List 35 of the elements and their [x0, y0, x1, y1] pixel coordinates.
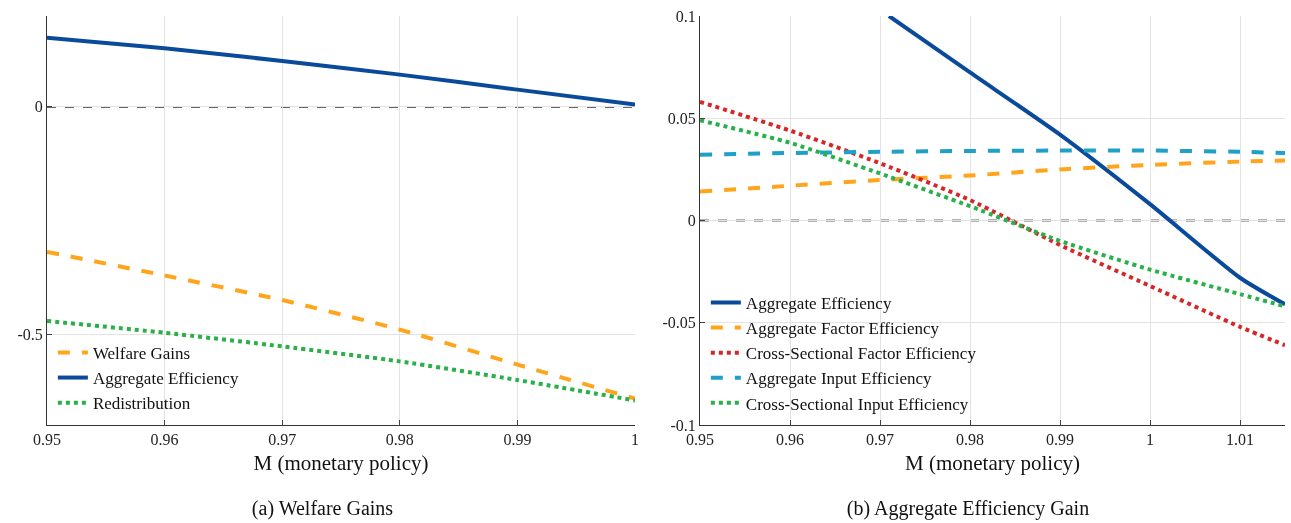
line-series	[700, 158, 1285, 194]
legend-label: Cross-Sectional Input Efficiency	[745, 394, 969, 414]
y-tick-label: -0.05	[662, 314, 696, 332]
x-tick-label: 0.96	[776, 431, 804, 449]
legend-label: Redistribution	[92, 394, 191, 414]
x-tick-label: 0.97	[268, 431, 297, 449]
x-tick-label: 0.98	[385, 431, 414, 449]
x-tick-label: 1	[631, 431, 639, 449]
legend-label: Aggregate Efficiency	[745, 294, 892, 314]
text: (b) Aggregate Efficiency Gain	[846, 497, 1090, 521]
legend-label: Aggregate Efficiency	[92, 369, 239, 389]
x-tick-label: 1	[1146, 431, 1154, 449]
legend-label: Aggregate Input Efficiency	[745, 369, 933, 389]
y-tick-label: 0	[687, 212, 696, 230]
y-tick-label: 0.05	[667, 109, 696, 127]
line-series	[700, 99, 1285, 348]
y-tick-label: -0.5	[17, 325, 43, 343]
x-tick-label: 0.98	[956, 431, 984, 449]
y-tick-label: -0.1	[670, 416, 696, 434]
x-axis-title: M (monetary policy)	[905, 451, 1080, 476]
y-tick-label: 0	[34, 98, 43, 116]
y-tick-label: 0.1	[675, 7, 696, 25]
line-series	[47, 35, 635, 107]
legend-label: Aggregate Factor Efficiency	[745, 319, 940, 339]
x-tick-label: 0.95	[33, 431, 61, 449]
text: (a) Welfare Gains	[251, 497, 394, 521]
legend-label: Welfare Gains	[92, 344, 191, 364]
x-tick-label: 0.95	[686, 431, 714, 449]
x-axis-title: M (monetary policy)	[253, 451, 429, 476]
x-tick-label: 1.01	[1226, 431, 1254, 449]
legend-label: Cross-Sectional Factor Efficiency	[745, 344, 977, 364]
x-tick-label: 0.99	[1046, 431, 1074, 449]
x-tick-label: 0.97	[866, 431, 894, 449]
x-tick-label: 0.99	[503, 431, 532, 449]
x-tick-label: 0.96	[150, 431, 179, 449]
